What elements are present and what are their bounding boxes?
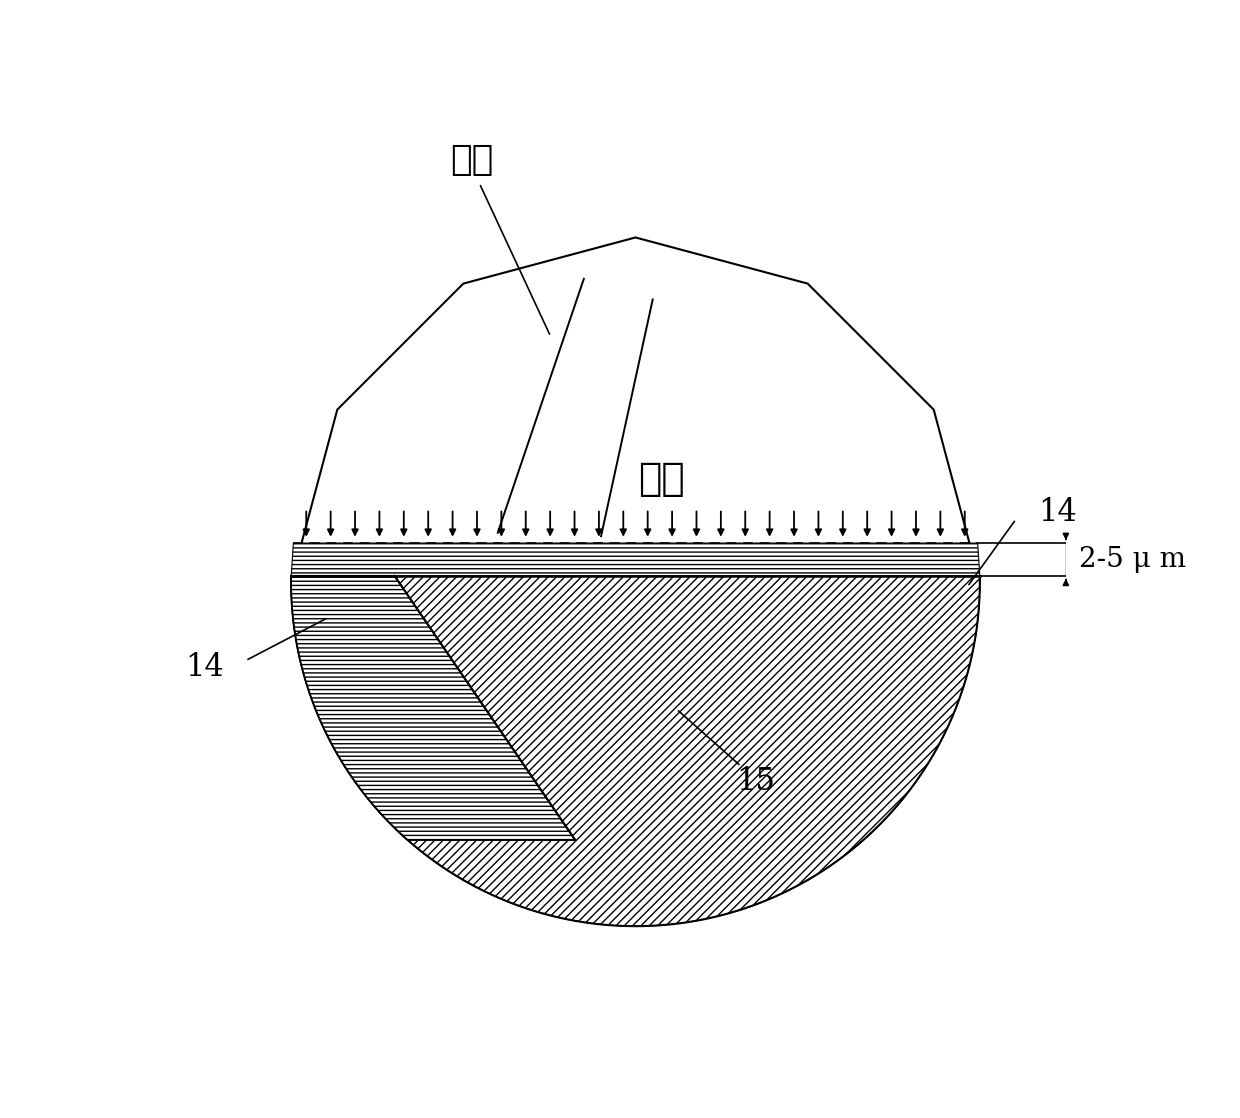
Text: 2-5 μ m: 2-5 μ m xyxy=(1079,546,1185,572)
Polygon shape xyxy=(291,576,575,840)
Text: 14: 14 xyxy=(186,653,224,683)
Polygon shape xyxy=(291,576,980,926)
Polygon shape xyxy=(291,543,980,576)
Text: 14: 14 xyxy=(1038,498,1076,529)
Text: 氧气: 氧气 xyxy=(637,459,684,498)
Text: 15: 15 xyxy=(737,766,775,797)
Text: 激光: 激光 xyxy=(450,143,494,177)
